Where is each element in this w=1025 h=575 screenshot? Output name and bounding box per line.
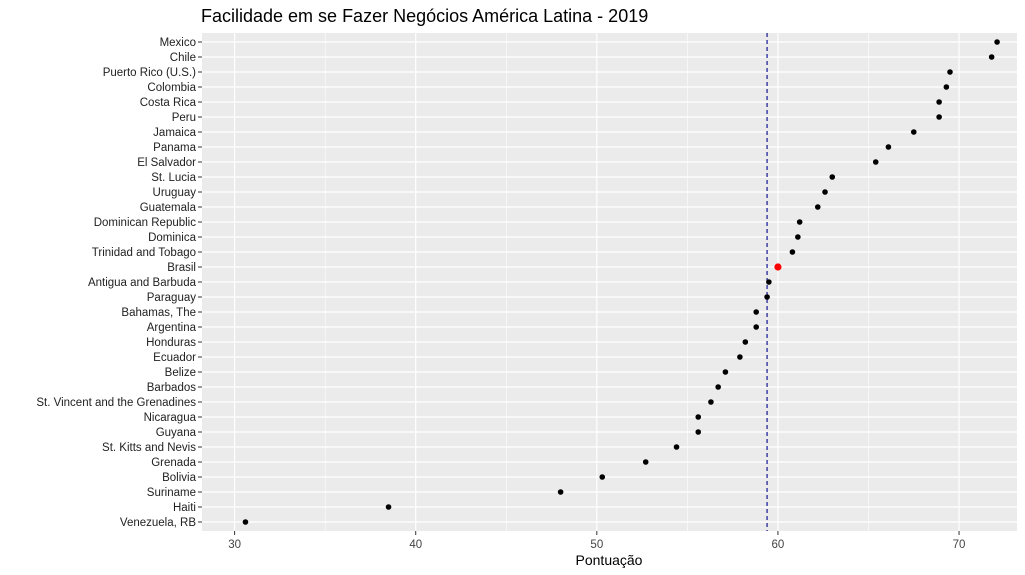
x-tick-label: 70 <box>953 539 966 551</box>
data-point <box>885 144 892 150</box>
data-point <box>764 294 770 300</box>
y-tick-label: Argentina <box>147 322 197 334</box>
y-tick-label: Antigua and Barbuda <box>88 277 197 289</box>
data-point <box>708 399 714 405</box>
data-point <box>822 189 828 195</box>
y-tick-label: Guatemala <box>140 202 197 214</box>
y-tick-label: Brasil <box>167 262 196 274</box>
x-tick-label: 60 <box>772 539 785 551</box>
y-tick-label: Jamaica <box>153 127 196 139</box>
y-tick-label: Venezuela, RB <box>120 517 196 529</box>
y-tick-label: Barbados <box>147 382 196 394</box>
data-point <box>943 84 950 90</box>
data-point <box>695 429 702 435</box>
x-axis-labels: 30 40 50 60 70 <box>228 531 965 551</box>
y-tick-label: Ecuador <box>153 352 196 364</box>
y-tick-label: Colombia <box>147 82 196 94</box>
x-axis-title: Pontuação <box>576 552 643 568</box>
data-point <box>715 384 721 390</box>
y-tick-label: St. Vincent and the Grenadines <box>36 397 196 409</box>
data-point <box>936 114 942 120</box>
data-point <box>722 369 729 375</box>
data-point <box>766 279 772 285</box>
y-tick-label: Mexico <box>160 37 196 49</box>
data-point <box>753 324 759 330</box>
y-tick-label: St. Kitts and Nevis <box>102 442 196 454</box>
y-tick-label: Puerto Rico (U.S.) <box>103 67 196 79</box>
data-point <box>557 489 564 495</box>
data-point <box>872 159 879 165</box>
data-point <box>642 459 649 465</box>
grid-lines <box>202 33 1017 531</box>
data-point <box>795 234 801 240</box>
data-point <box>742 339 749 345</box>
data-point <box>673 444 680 450</box>
x-tick-label: 50 <box>590 539 603 551</box>
y-tick-label: Guyana <box>156 427 197 439</box>
y-tick-label: Paraguay <box>147 292 196 304</box>
data-points <box>242 39 1000 525</box>
data-point <box>599 474 606 480</box>
y-tick-label: Panama <box>153 142 196 154</box>
y-tick-label: Haiti <box>173 502 196 514</box>
y-tick-label: Nicaragua <box>144 412 197 424</box>
data-point <box>910 129 917 135</box>
data-point <box>385 504 392 510</box>
data-point <box>796 219 803 225</box>
y-tick-label: Dominican Republic <box>94 217 197 229</box>
x-tick-label: 40 <box>409 539 422 551</box>
y-tick-label: Grenada <box>151 457 196 469</box>
y-axis-labels: Mexico Chile Puerto Rico (U.S.) Colombia Cos… <box>36 37 202 529</box>
data-point <box>814 204 821 210</box>
data-point <box>695 414 702 420</box>
data-point <box>829 174 836 180</box>
y-tick-label: Trinidad and Tobago <box>92 247 196 259</box>
y-tick-label: El Salvador <box>137 157 196 169</box>
y-tick-label: Uruguay <box>153 187 197 199</box>
data-point <box>242 519 249 525</box>
y-tick-label: Dominica <box>148 232 197 244</box>
y-tick-label: Belize <box>165 367 196 379</box>
y-tick-label: Bolivia <box>162 472 196 484</box>
data-point <box>947 69 953 75</box>
y-tick-label: Costa Rica <box>140 97 197 109</box>
data-point <box>737 354 743 360</box>
data-point <box>753 309 759 315</box>
data-point <box>789 249 796 255</box>
x-tick-label: 30 <box>228 539 241 551</box>
y-tick-label: Chile <box>170 52 196 64</box>
data-point <box>936 99 942 105</box>
chart-title: Facilidade em se Fazer Negócios América … <box>201 6 648 26</box>
data-point <box>988 54 995 60</box>
y-tick-label: Honduras <box>146 337 196 349</box>
y-tick-label: Suriname <box>147 487 196 499</box>
data-point-highlight <box>774 263 782 271</box>
y-tick-label: Peru <box>172 112 196 124</box>
y-tick-label: St. Lucia <box>151 172 196 184</box>
y-tick-label: Bahamas, The <box>121 307 196 319</box>
data-point <box>994 39 1000 45</box>
